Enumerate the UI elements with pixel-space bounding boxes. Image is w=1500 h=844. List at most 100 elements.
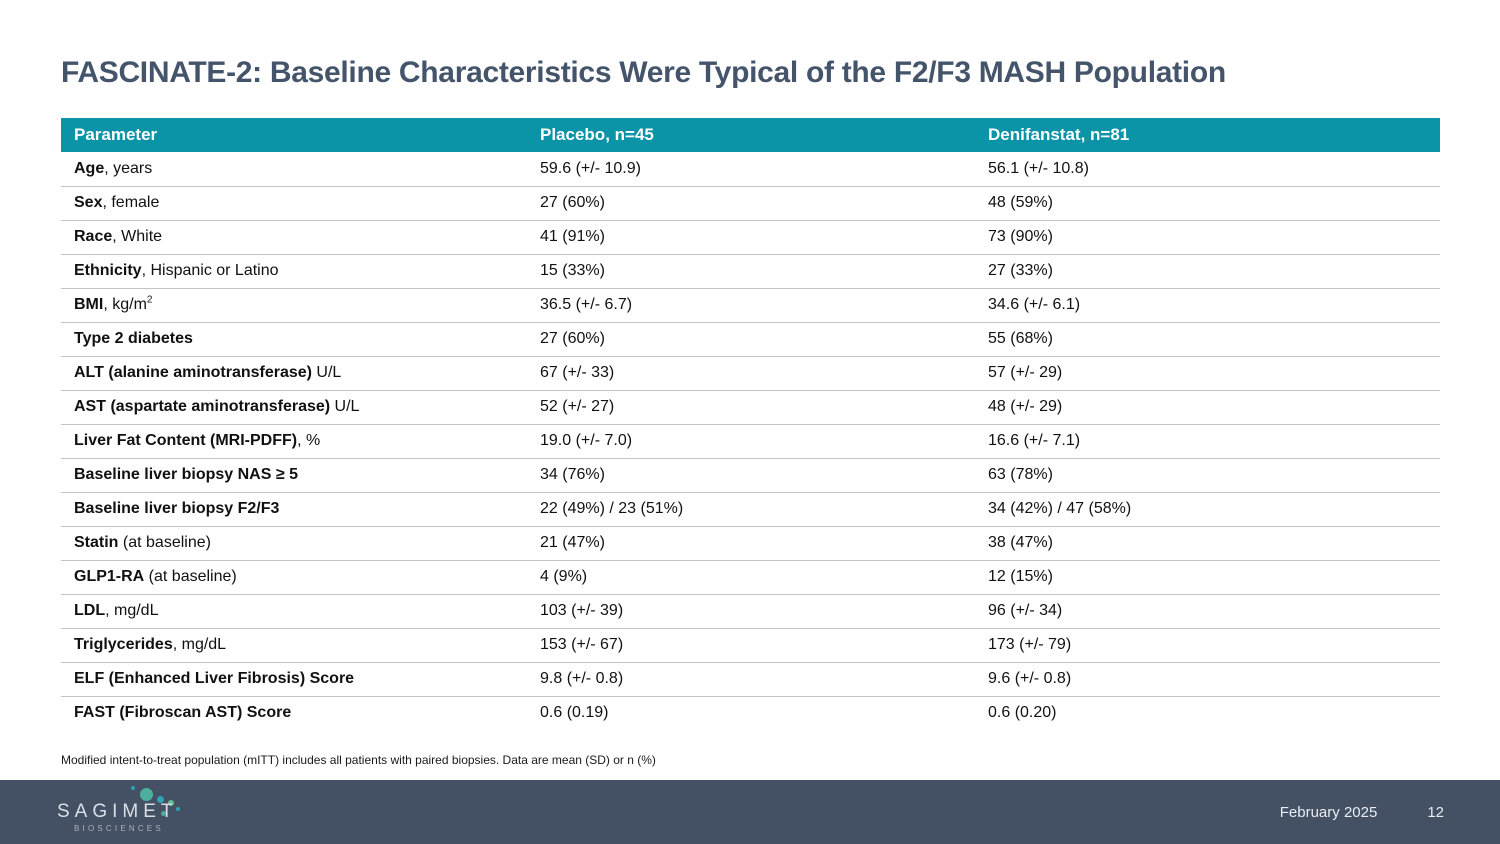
parameter-cell: Triglycerides, mg/dL xyxy=(61,628,540,663)
slide-title: FASCINATE-2: Baseline Characteristics We… xyxy=(61,56,1226,89)
placebo-value-cell: 15 (33%) xyxy=(540,254,988,289)
parameter-cell: ELF (Enhanced Liver Fibrosis) Score xyxy=(61,662,540,697)
denifanstat-value-cell: 57 (+/- 29) xyxy=(988,356,1440,391)
parameter-bold-text: AST (aspartate aminotransferase) xyxy=(74,398,331,415)
parameter-bold-text: Race xyxy=(74,228,113,245)
table-row: AST (aspartate aminotransferase) U/L 52 (… xyxy=(61,390,1440,425)
placebo-value-cell: 22 (49%) / 23 (51%) xyxy=(540,492,988,527)
denifanstat-value-cell: 63 (78%) xyxy=(988,458,1440,493)
denifanstat-value-cell: 34 (42%) / 47 (58%) xyxy=(988,492,1440,527)
table-row: Baseline liver biopsy NAS ≥ 5 34 (76%) 63 … xyxy=(61,458,1440,493)
column-header-denifanstat: Denifanstat, n=81 xyxy=(988,118,1440,152)
denifanstat-value-cell: 55 (68%) xyxy=(988,322,1440,357)
placebo-value-cell: 9.8 (+/- 0.8) xyxy=(540,662,988,697)
table-row: Sex, female 27 (60%) 48 (59%) xyxy=(61,186,1440,221)
placebo-value-cell: 0.6 (0.19) xyxy=(540,696,988,730)
denifanstat-value-cell: 73 (90%) xyxy=(988,220,1440,255)
parameter-cell: Age, years xyxy=(61,152,540,187)
placebo-value-cell: 27 (60%) xyxy=(540,322,988,357)
table-row: ELF (Enhanced Liver Fibrosis) Score 9.8 (… xyxy=(61,662,1440,697)
placebo-value-cell: 59.6 (+/- 10.9) xyxy=(540,152,988,187)
parameter-cell: ALT (alanine aminotransferase) U/L xyxy=(61,356,540,391)
parameter-bold-text: Ethnicity xyxy=(74,262,142,279)
parameter-cell: Statin (at baseline) xyxy=(61,526,540,561)
footer-right-group: February 2025 12 xyxy=(1280,804,1444,821)
placebo-value-cell: 41 (91%) xyxy=(540,220,988,255)
logo-dots-icon xyxy=(57,780,217,844)
parameter-bold-text: Type 2 diabetes xyxy=(74,330,193,347)
placebo-value-cell: 34 (76%) xyxy=(540,458,988,493)
parameter-cell: Baseline liver biopsy NAS ≥ 5 xyxy=(61,458,540,493)
footer-date: February 2025 xyxy=(1279,803,1378,821)
parameter-cell: Race, White xyxy=(61,220,540,255)
footer-bar: SAGIMET BIOSCIENCES February 2025 12 xyxy=(0,780,1500,844)
placebo-value-cell: 67 (+/- 33) xyxy=(540,356,988,391)
parameter-bold-text: Baseline liver biopsy NAS ≥ 5 xyxy=(74,466,298,483)
table-header-row: Parameter Placebo, n=45 Denifanstat, n=8… xyxy=(61,118,1440,152)
denifanstat-value-cell: 16.6 (+/- 7.1) xyxy=(988,424,1440,459)
parameter-bold-text: BMI xyxy=(74,296,104,313)
table-row: Liver Fat Content (MRI-PDFF), % 19.0 (+/-… xyxy=(61,424,1440,459)
logo-wordmark: SAGIMET xyxy=(57,801,178,822)
parameter-bold-text: ALT (alanine aminotransferase) xyxy=(74,364,312,381)
table-row: Statin (at baseline) 21 (47%) 38 (47%) xyxy=(61,526,1440,561)
parameter-cell: AST (aspartate aminotransferase) U/L xyxy=(61,390,540,425)
placebo-value-cell: 21 (47%) xyxy=(540,526,988,561)
table-row: Triglycerides, mg/dL 153 (+/- 67) 173 (+/-… xyxy=(61,628,1440,663)
logo-dot xyxy=(161,811,166,816)
parameter-rest-text: U/L xyxy=(311,364,342,381)
denifanstat-value-cell: 48 (+/- 29) xyxy=(988,390,1440,425)
logo-subtext: BIOSCIENCES xyxy=(74,824,164,833)
placebo-value-cell: 103 (+/- 39) xyxy=(540,594,988,629)
table-body: Age, years 59.6 (+/- 10.9) 56.1 (+/- 10.8)… xyxy=(61,152,1440,730)
parameter-bold-text: LDL xyxy=(74,602,106,619)
parameter-superscript: 2 xyxy=(146,294,153,306)
logo-dot xyxy=(176,807,180,811)
table-row: BMI, kg/m2 36.5 (+/- 6.7) 34.6 (+/- 6.1) xyxy=(61,288,1440,323)
table-header: Parameter Placebo, n=45 Denifanstat, n=8… xyxy=(61,118,1440,152)
denifanstat-value-cell: 9.6 (+/- 0.8) xyxy=(988,662,1440,697)
table-row: Type 2 diabetes 27 (60%) 55 (68%) xyxy=(61,322,1440,357)
parameter-rest-text: , years xyxy=(104,159,153,177)
placebo-value-cell: 27 (60%) xyxy=(540,186,988,221)
parameter-bold-text: Age xyxy=(74,159,105,177)
logo-dot xyxy=(157,796,164,803)
parameter-rest-text: , kg/m xyxy=(103,296,147,313)
parameter-cell: BMI, kg/m2 xyxy=(61,288,540,323)
table-row: Baseline liver biopsy F2/F3 22 (49%) / 23… xyxy=(61,492,1440,527)
parameter-cell: LDL, mg/dL xyxy=(61,594,540,629)
parameter-bold-text: Baseline liver biopsy F2/F3 xyxy=(74,500,280,517)
logo-dot xyxy=(131,786,135,790)
denifanstat-value-cell: 38 (47%) xyxy=(988,526,1440,561)
parameter-cell: Liver Fat Content (MRI-PDFF), % xyxy=(61,424,540,459)
table-row: Race, White 41 (91%) 73 (90%) xyxy=(61,220,1440,255)
parameter-cell: Sex, female xyxy=(61,186,540,221)
parameter-cell: FAST (Fibroscan AST) Score xyxy=(61,696,540,730)
page-number: 12 xyxy=(1427,803,1444,821)
table-row: FAST (Fibroscan AST) Score 0.6 (0.19) 0.6 … xyxy=(61,696,1440,730)
table-row: LDL, mg/dL 103 (+/- 39) 96 (+/- 34) xyxy=(61,594,1440,629)
denifanstat-value-cell: 12 (15%) xyxy=(988,560,1440,595)
parameter-cell: Type 2 diabetes xyxy=(61,322,540,357)
table-row: ALT (alanine aminotransferase) U/L 67 (+/… xyxy=(61,356,1440,391)
sagimet-logo: SAGIMET BIOSCIENCES xyxy=(57,780,217,844)
parameter-rest-text: , female xyxy=(102,194,160,211)
denifanstat-value-cell: 96 (+/- 34) xyxy=(988,594,1440,629)
denifanstat-value-cell: 0.6 (0.20) xyxy=(988,696,1440,730)
parameter-bold-text: GLP1-RA xyxy=(74,568,145,585)
denifanstat-value-cell: 173 (+/- 79) xyxy=(988,628,1440,663)
logo-dot xyxy=(140,788,153,801)
parameter-rest-text: , mg/dL xyxy=(172,636,227,653)
parameter-rest-text: , mg/dL xyxy=(105,602,159,619)
parameter-bold-text: Statin xyxy=(74,534,119,551)
footnote: Modified intent-to-treat population (mIT… xyxy=(61,753,656,767)
denifanstat-value-cell: 27 (33%) xyxy=(988,254,1440,289)
table-row: GLP1-RA (at baseline) 4 (9%) 12 (15%) xyxy=(61,560,1440,595)
placebo-value-cell: 153 (+/- 67) xyxy=(540,628,988,663)
parameter-rest-text: (at baseline) xyxy=(144,568,237,585)
parameter-cell: Ethnicity, Hispanic or Latino xyxy=(61,254,540,289)
parameter-rest-text: , % xyxy=(297,432,321,449)
placebo-value-cell: 19.0 (+/- 7.0) xyxy=(540,424,988,459)
table-row: Age, years 59.6 (+/- 10.9) 56.1 (+/- 10.8) xyxy=(61,152,1440,187)
